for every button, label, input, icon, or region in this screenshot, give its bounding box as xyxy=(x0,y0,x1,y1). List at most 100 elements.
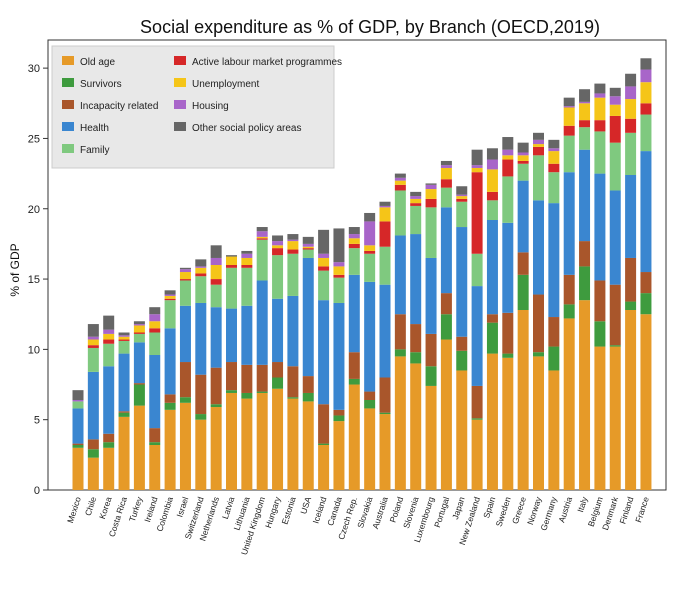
legend-label: Other social policy areas xyxy=(192,123,302,134)
bar-segment xyxy=(179,362,191,398)
bar-segment xyxy=(471,385,483,419)
bar-segment xyxy=(440,207,452,294)
bar-segment xyxy=(533,155,544,201)
bar-segment xyxy=(548,203,560,318)
bar-segment xyxy=(195,302,207,375)
bar-segment xyxy=(103,315,115,330)
bar-segment xyxy=(533,200,544,295)
bar-segment xyxy=(164,294,176,296)
bar-segment xyxy=(195,374,207,415)
bar-segment xyxy=(625,310,637,490)
bar-segment xyxy=(333,409,345,416)
bar-segment xyxy=(164,328,176,395)
bar-segment xyxy=(118,335,130,337)
bar-segment xyxy=(563,106,575,108)
bar-segment xyxy=(348,227,360,235)
bar-segment xyxy=(410,363,422,490)
legend-swatch xyxy=(62,56,74,65)
bar-segment xyxy=(563,274,575,305)
bar-segment xyxy=(149,314,161,322)
bar-segment xyxy=(625,86,637,100)
bar-segment xyxy=(533,352,544,357)
legend-swatch xyxy=(174,78,186,87)
y-tick-label: 15 xyxy=(28,274,40,286)
bar-segment xyxy=(502,159,514,177)
bar-segment xyxy=(579,241,591,267)
bar-segment xyxy=(256,236,268,239)
bar-segment xyxy=(548,151,560,164)
bar-segment xyxy=(302,249,314,258)
bar-segment xyxy=(164,409,176,490)
bar-segment xyxy=(333,228,345,263)
bar-segment xyxy=(502,312,514,354)
bar-segment xyxy=(563,318,575,490)
bar-segment xyxy=(149,428,161,443)
bar-segment xyxy=(118,411,130,413)
bar-segment xyxy=(502,353,514,358)
bar-segment xyxy=(394,356,406,490)
bar-segment xyxy=(179,267,191,270)
bar-segment xyxy=(548,370,560,490)
legend: Old age Survivors Incapacity related Health… xyxy=(51,45,342,169)
bar-segment xyxy=(579,101,591,104)
bar-segment xyxy=(149,307,161,315)
bar-segment xyxy=(226,392,237,490)
bar-segment xyxy=(179,269,191,273)
bar-segment xyxy=(440,167,452,180)
bar-segment xyxy=(471,286,483,386)
bar-segment xyxy=(133,333,145,343)
bar-segment xyxy=(72,408,84,444)
bar-segment xyxy=(410,205,422,235)
bar-segment xyxy=(594,346,606,490)
bar-segment xyxy=(609,284,621,346)
y-tick-label: 0 xyxy=(34,485,40,497)
bar-segment xyxy=(164,402,176,410)
bar-segment xyxy=(486,322,498,354)
bar-segment xyxy=(179,305,191,363)
bar-segment xyxy=(579,89,591,102)
bar-segment xyxy=(517,310,529,490)
legend-label: Housing xyxy=(192,101,229,112)
bar-segment xyxy=(425,366,437,386)
bar-segment xyxy=(594,93,606,98)
bar-segment xyxy=(103,442,115,448)
bar-segment xyxy=(226,256,237,265)
bar-segment xyxy=(210,265,222,280)
bar-segment xyxy=(72,400,84,402)
bar-segment xyxy=(318,300,330,405)
bar-segment xyxy=(133,383,145,385)
bar-segment xyxy=(517,152,529,156)
bar-segment xyxy=(164,394,176,403)
bar-segment xyxy=(364,408,376,490)
bar-segment xyxy=(333,415,345,422)
bar-segment xyxy=(87,324,99,337)
bar-segment xyxy=(563,125,575,136)
bar-segment xyxy=(533,146,544,156)
bar-segment xyxy=(256,227,268,232)
bar-segment xyxy=(118,416,130,490)
bar-segment xyxy=(640,82,652,104)
bar-segment xyxy=(640,293,652,315)
bar-segment xyxy=(425,333,437,367)
bar-segment xyxy=(548,139,560,149)
bar-segment xyxy=(272,377,284,389)
bar-segment xyxy=(179,280,191,306)
legend-swatch xyxy=(174,56,186,65)
bar-segment xyxy=(164,290,176,295)
bar-segment xyxy=(302,401,314,490)
bar-segment xyxy=(640,58,652,70)
bar-segment xyxy=(103,366,115,434)
legend-label: Old age xyxy=(80,57,115,68)
bar-segment xyxy=(72,445,84,448)
bar-segment xyxy=(594,280,606,322)
bar-segment xyxy=(609,345,621,347)
bar-segment xyxy=(410,203,422,206)
bar-segment xyxy=(287,366,299,398)
bar-segment xyxy=(440,314,452,340)
bar-segment xyxy=(379,414,391,490)
legend-label: Health xyxy=(80,123,109,134)
bar-segment xyxy=(149,442,161,445)
bar-segment xyxy=(625,99,637,119)
bar-segment xyxy=(609,115,621,143)
